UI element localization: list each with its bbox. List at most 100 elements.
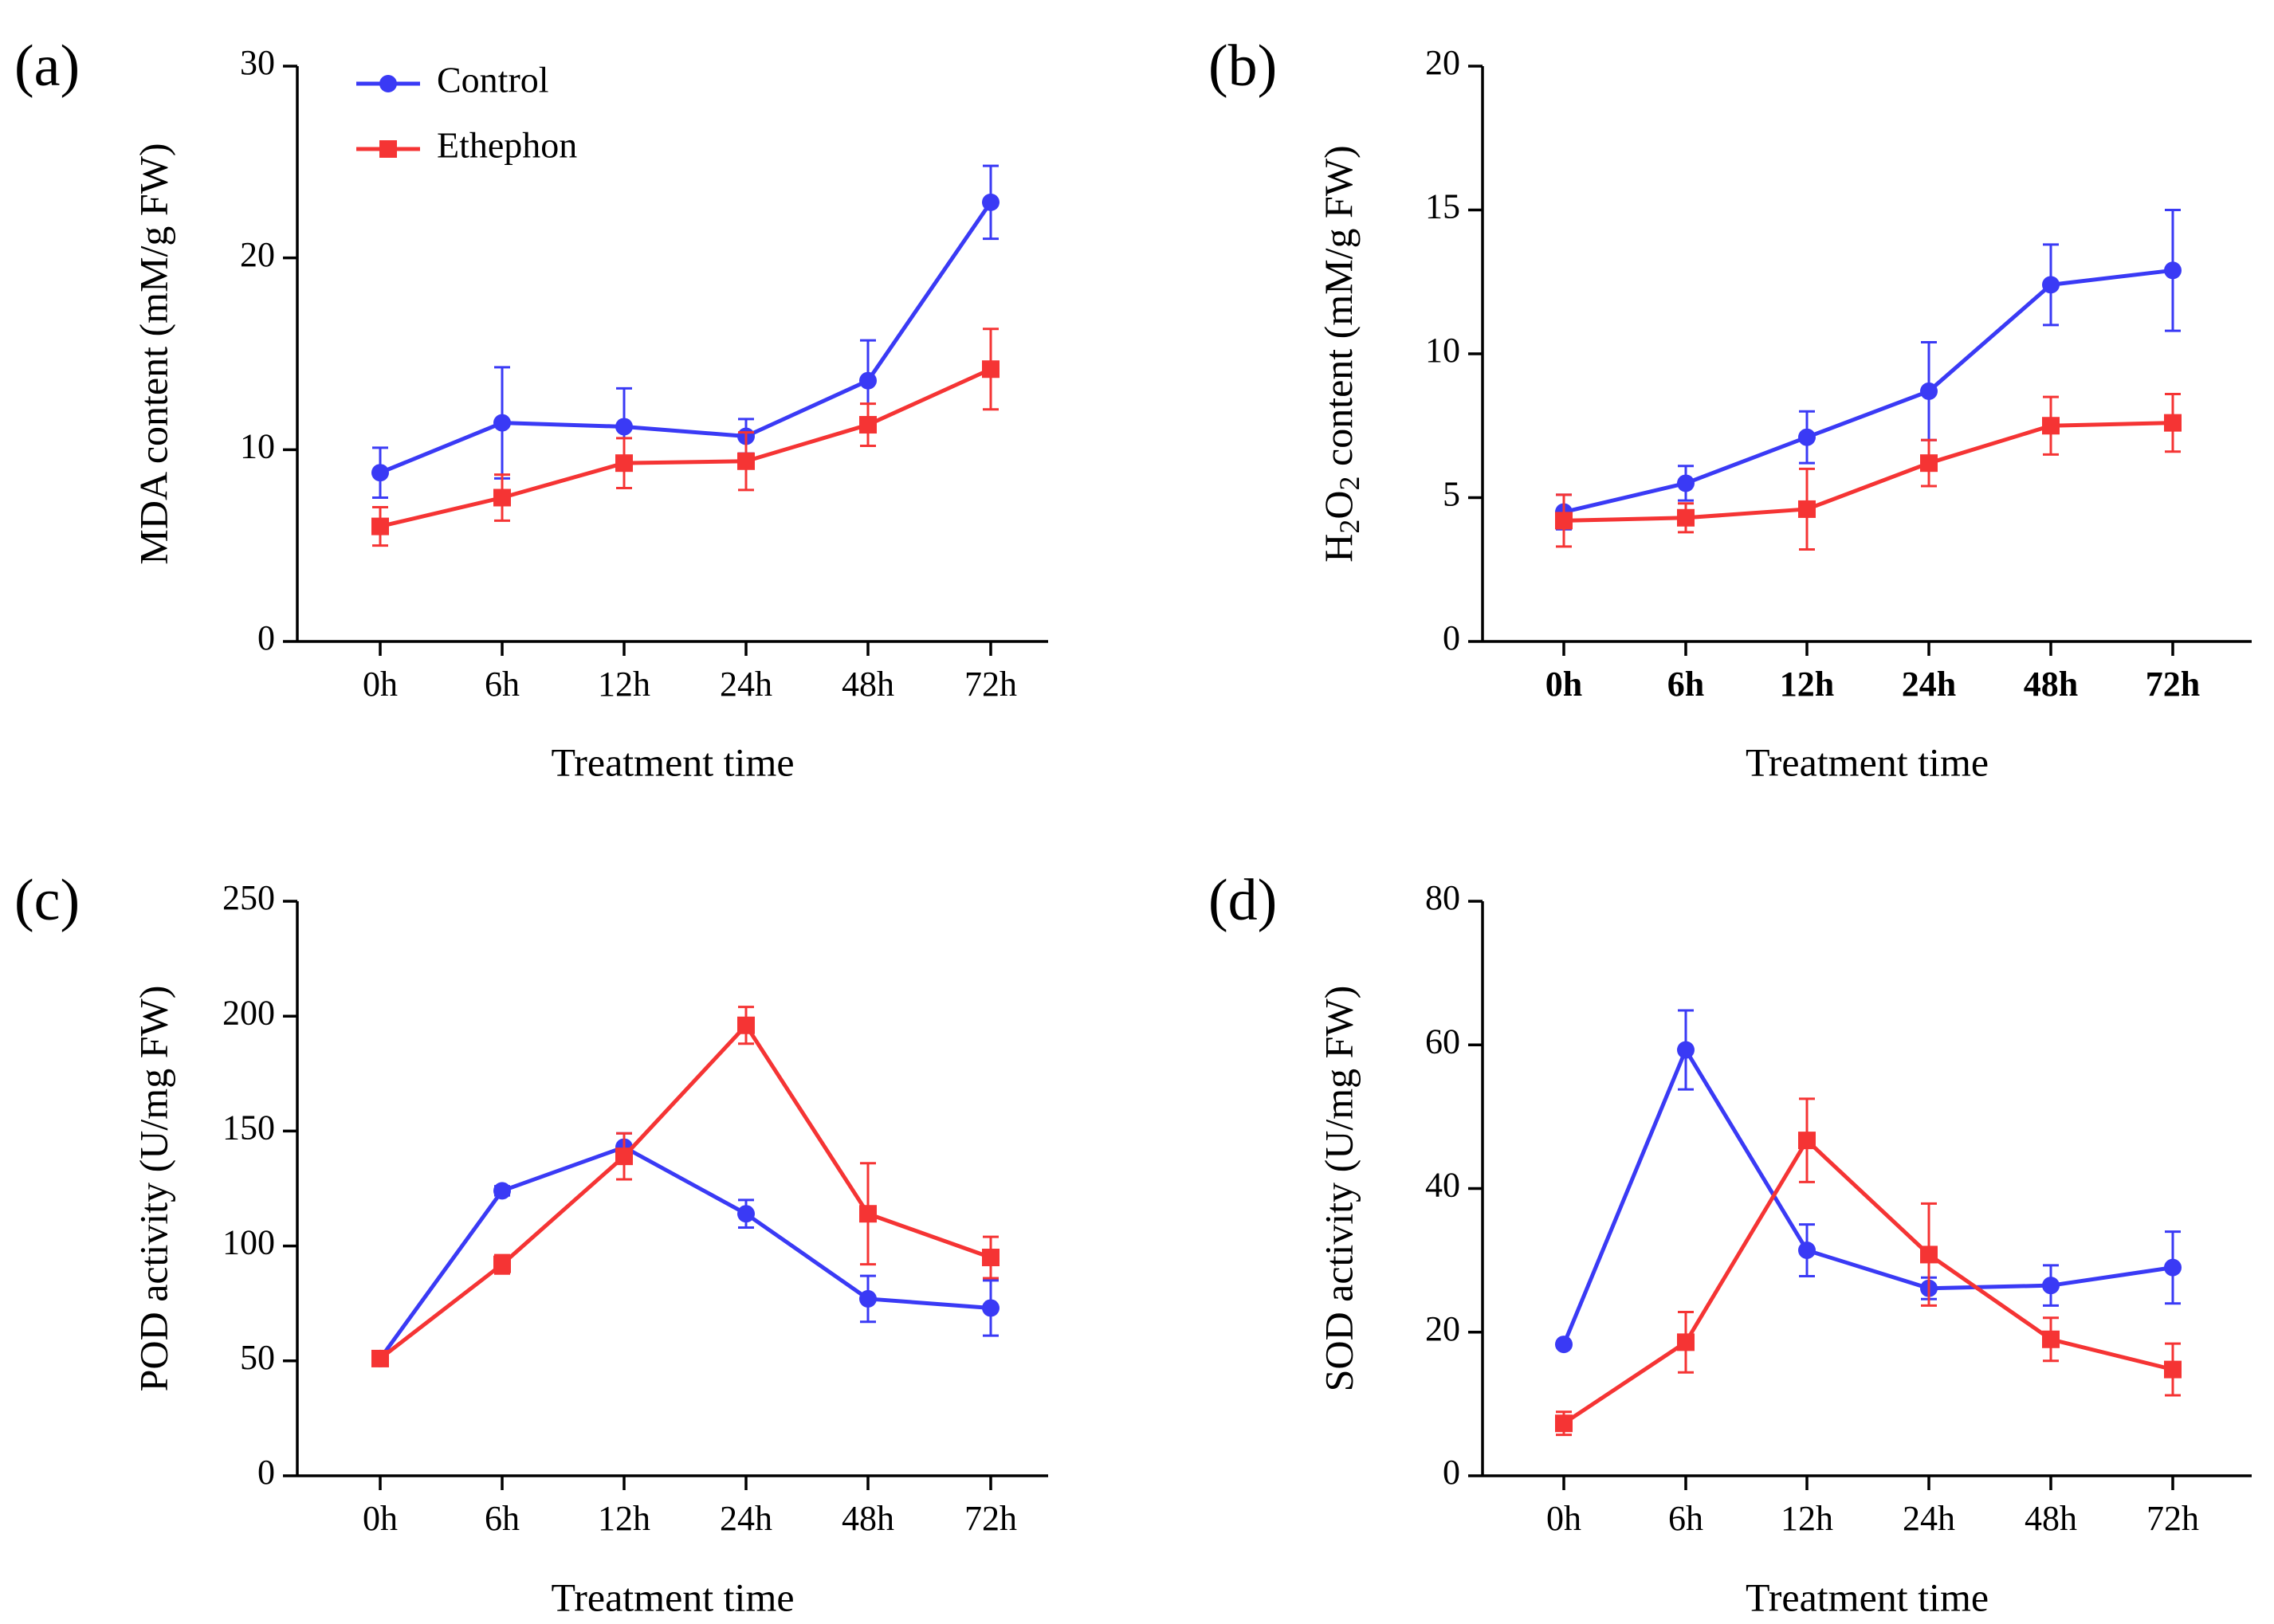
y-tick-label: 30 bbox=[240, 43, 275, 82]
x-tick-label: 6h bbox=[485, 665, 520, 704]
legend-marker bbox=[379, 75, 397, 92]
ylabel-subscript: 2 bbox=[1333, 520, 1365, 534]
panel-label: (a) bbox=[14, 33, 80, 99]
x-tick-label: 0h bbox=[363, 665, 398, 704]
data-point bbox=[1555, 512, 1573, 530]
data-point bbox=[1798, 1132, 1816, 1150]
legend-marker bbox=[379, 140, 397, 158]
x-tick-label: 6h bbox=[1667, 665, 1704, 704]
x-tick-label: 72h bbox=[964, 665, 1017, 704]
y-tick-label: 15 bbox=[1425, 187, 1460, 226]
ylabel-part: content (mM/g FW) bbox=[1316, 145, 1361, 476]
legend-item-control: Control bbox=[356, 60, 549, 100]
panel-label: (d) bbox=[1208, 868, 1277, 933]
data-point bbox=[371, 1349, 389, 1367]
y-tick-label: 250 bbox=[222, 878, 275, 917]
data-point bbox=[1677, 508, 1695, 527]
series-control bbox=[371, 1132, 1000, 1367]
data-point bbox=[2164, 1360, 2182, 1379]
x-tick-label: 48h bbox=[842, 665, 894, 704]
chart-panel-c: (c) 0 50 100 150 200 250 0h 6h 12h 24h 48h 72h Treatm… bbox=[14, 868, 1048, 1619]
y-tick-label: 20 bbox=[1425, 1309, 1460, 1348]
series-ethephon bbox=[371, 1006, 1000, 1367]
x-tick-label: 0h bbox=[1546, 1499, 1581, 1538]
x-tick-label: 12h bbox=[1781, 1499, 1833, 1538]
ylabel-subscript: 2 bbox=[1333, 477, 1365, 491]
data-point bbox=[615, 1147, 633, 1166]
series-line bbox=[1562, 1138, 2174, 1426]
x-axis-title: Treatment time bbox=[1746, 1575, 1989, 1619]
chart-panel-a: (a) 0 10 20 30 0h 6h 12h 24h 48h 72h Treatment time… bbox=[14, 33, 1048, 784]
data-point bbox=[1555, 1336, 1573, 1354]
data-point bbox=[615, 454, 633, 473]
series-line bbox=[378, 1145, 992, 1360]
series-line bbox=[1563, 268, 2174, 514]
y-tick-label: 40 bbox=[1425, 1166, 1460, 1205]
data-point bbox=[493, 1182, 511, 1200]
data-point bbox=[2042, 1330, 2060, 1348]
data-point bbox=[982, 1299, 1000, 1317]
y-tick-label: 10 bbox=[1425, 331, 1460, 370]
legend: Control Ethephon bbox=[356, 60, 577, 166]
x-tick-label: 48h bbox=[2024, 665, 2078, 704]
y-tick-label: 0 bbox=[257, 1453, 275, 1492]
data-point bbox=[859, 1289, 877, 1308]
y-tick-label: 20 bbox=[1425, 43, 1460, 82]
data-point bbox=[982, 1249, 1000, 1267]
x-tick-label: 72h bbox=[964, 1499, 1017, 1538]
data-point bbox=[2042, 417, 2060, 435]
x-tick-label: 24h bbox=[1902, 665, 1956, 704]
data-point bbox=[737, 452, 755, 470]
chart-panel-b: (b) 0 5 10 15 20 0h 6h 12h 24h 48h 72h Treatment tim… bbox=[1208, 33, 2252, 784]
y-axis-title: SOD activity (U/mg FW) bbox=[1316, 986, 1361, 1392]
data-point bbox=[1920, 454, 1938, 473]
y-tick-label: 20 bbox=[240, 235, 275, 274]
data-point bbox=[859, 1205, 877, 1223]
y-axis-title: MDA content (mM/g FW) bbox=[131, 143, 175, 564]
y-tick-label: 150 bbox=[222, 1108, 275, 1147]
data-point bbox=[1920, 382, 1938, 400]
panel-label: (b) bbox=[1208, 33, 1277, 99]
ylabel-part: O bbox=[1316, 491, 1361, 520]
series-control bbox=[1555, 1009, 2182, 1354]
series-line bbox=[379, 201, 993, 475]
data-point bbox=[982, 360, 1000, 379]
data-point bbox=[737, 1016, 755, 1034]
data-point bbox=[2164, 261, 2182, 280]
y-tick-label: 50 bbox=[240, 1338, 275, 1377]
data-point bbox=[1920, 1245, 1938, 1264]
data-point bbox=[859, 416, 877, 434]
data-point bbox=[2042, 1277, 2060, 1295]
series-ethephon bbox=[1555, 393, 2182, 551]
data-point bbox=[982, 193, 1000, 211]
series-control bbox=[1555, 209, 2182, 531]
data-point bbox=[1555, 1414, 1573, 1433]
data-point bbox=[615, 418, 633, 436]
data-point bbox=[1677, 474, 1695, 492]
y-tick-label: 200 bbox=[222, 993, 275, 1032]
x-axis-title: Treatment time bbox=[551, 739, 794, 784]
x-tick-label: 24h bbox=[720, 1499, 772, 1538]
y-tick-label: 5 bbox=[1443, 475, 1460, 514]
x-tick-label: 48h bbox=[2025, 1499, 2077, 1538]
data-point bbox=[1677, 1041, 1695, 1059]
x-tick-label: 12h bbox=[1780, 665, 1834, 704]
x-tick-label: 12h bbox=[598, 1499, 650, 1538]
x-tick-label: 0h bbox=[1545, 665, 1582, 704]
x-tick-label: 48h bbox=[842, 1499, 894, 1538]
ylabel-part: H bbox=[1316, 534, 1361, 563]
data-point bbox=[493, 488, 511, 507]
x-tick-label: 6h bbox=[485, 1499, 520, 1538]
series-line bbox=[1561, 1048, 2174, 1346]
x-tick-label: 6h bbox=[1668, 1499, 1703, 1538]
series-ethephon bbox=[1555, 1097, 2182, 1437]
data-point bbox=[737, 1205, 755, 1223]
data-point bbox=[1798, 428, 1816, 446]
y-tick-label: 60 bbox=[1425, 1022, 1460, 1061]
data-point bbox=[1798, 1242, 1816, 1260]
panel-label: (c) bbox=[14, 868, 80, 933]
x-axis-title: Treatment time bbox=[551, 1575, 794, 1619]
legend-item-ethephon: Ethephon bbox=[356, 125, 577, 166]
data-point bbox=[2164, 414, 2182, 432]
y-tick-label: 10 bbox=[240, 426, 275, 465]
